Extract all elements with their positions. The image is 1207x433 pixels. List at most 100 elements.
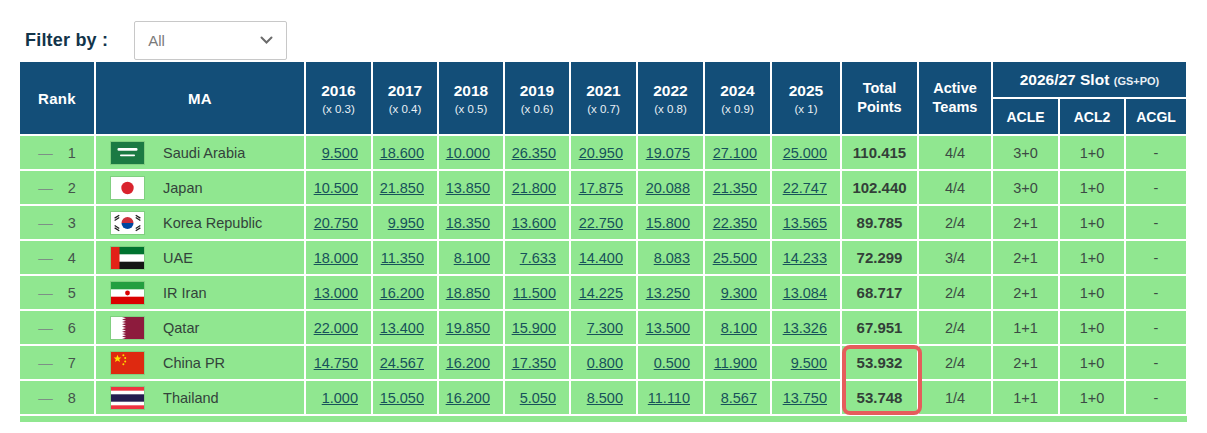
points-link[interactable]: 15.800 <box>646 215 690 231</box>
points-link[interactable]: 11.500 <box>513 285 556 301</box>
points-link[interactable]: 9.300 <box>721 285 757 301</box>
points-link[interactable]: 13.565 <box>783 215 827 231</box>
points-link[interactable]: 20.750 <box>314 215 358 231</box>
col-header-ma: MA <box>95 62 305 135</box>
points-link[interactable]: 8.100 <box>454 250 490 266</box>
acle-slot-cell: 1+1 <box>992 380 1059 415</box>
points-link[interactable]: 9.500 <box>791 355 827 371</box>
points-link[interactable]: 21.800 <box>512 180 556 196</box>
col-header-slot-group: 2026/27 Slot (GS+PO) <box>992 62 1187 98</box>
points-link[interactable]: 13.850 <box>446 180 490 196</box>
points-link[interactable]: 13.400 <box>380 320 424 336</box>
points-link[interactable]: 10.000 <box>446 145 490 161</box>
points-link[interactable]: 7.300 <box>587 320 623 336</box>
points-link[interactable]: 11.900 <box>714 355 757 371</box>
acl2-slot-cell: 1+0 <box>1059 275 1125 310</box>
filter-dropdown[interactable]: All <box>134 21 287 60</box>
points-link[interactable]: 16.200 <box>380 285 424 301</box>
flag-thailand-icon <box>111 387 144 409</box>
points-link[interactable]: 22.350 <box>713 215 757 231</box>
points-link[interactable]: 8.567 <box>721 390 757 406</box>
country-name: China PR <box>163 355 225 371</box>
points-link[interactable]: 21.850 <box>380 180 424 196</box>
points-link[interactable]: 17.350 <box>512 355 556 371</box>
points-link[interactable]: 8.100 <box>721 320 757 336</box>
points-link[interactable]: 18.600 <box>380 145 424 161</box>
table-row: —2 Japan 10.500 21.850 13.850 21.800 17.… <box>20 170 1187 205</box>
total-points-cell: 110.415 <box>841 135 918 170</box>
acgl-slot-cell: - <box>1125 205 1187 240</box>
points-link[interactable]: 13.600 <box>512 215 556 231</box>
table-row: —6 Qatar 22.000 13.400 19.850 15.900 7.3… <box>20 310 1187 345</box>
points-link[interactable]: 7.633 <box>520 250 556 266</box>
points-link[interactable]: 15.050 <box>380 390 424 406</box>
active-teams-cell: 1/4 <box>918 380 992 415</box>
points-link[interactable]: 20.088 <box>646 180 690 196</box>
points-link[interactable]: 11.110 <box>648 390 690 406</box>
points-link[interactable]: 14.233 <box>783 250 827 266</box>
chevron-down-icon <box>260 36 273 45</box>
country-cell: Saudi Arabia <box>95 135 305 170</box>
col-header-2025: 2025(x 1) <box>771 62 841 135</box>
points-link[interactable]: 19.075 <box>646 145 690 161</box>
acgl-slot-cell: - <box>1125 135 1187 170</box>
acl2-slot-cell: 1+0 <box>1059 135 1125 170</box>
points-link[interactable]: 13.750 <box>783 390 827 406</box>
points-link[interactable]: 25.000 <box>783 145 827 161</box>
points-link[interactable]: 17.875 <box>579 180 623 196</box>
active-teams-cell: 4/4 <box>918 170 992 205</box>
points-link[interactable]: 18.350 <box>446 215 490 231</box>
points-link[interactable]: 1.000 <box>322 390 358 406</box>
total-points-cell: 67.951 <box>841 310 918 345</box>
points-link[interactable]: 25.500 <box>713 250 757 266</box>
table-row: —3 Korea Republic 20.750 9.950 18.350 13… <box>20 205 1187 240</box>
country-cell: UAE <box>95 240 305 275</box>
points-link[interactable]: 13.084 <box>783 285 827 301</box>
points-link[interactable]: 18.850 <box>446 285 490 301</box>
flag-ir-iran-icon <box>111 282 144 304</box>
points-link[interactable]: 8.500 <box>587 390 623 406</box>
points-link[interactable]: 14.225 <box>579 285 623 301</box>
country-name: Korea Republic <box>163 215 262 231</box>
points-link[interactable]: 0.800 <box>587 355 623 371</box>
points-link[interactable]: 24.567 <box>380 355 424 371</box>
col-header-2021: 2021(x 0.7) <box>570 62 637 135</box>
points-link[interactable]: 9.500 <box>322 145 358 161</box>
acle-slot-cell: 3+0 <box>992 135 1059 170</box>
points-link[interactable]: 19.850 <box>446 320 490 336</box>
points-link[interactable]: 15.900 <box>512 320 556 336</box>
points-link[interactable]: 13.250 <box>646 285 690 301</box>
points-link[interactable]: 22.000 <box>314 320 358 336</box>
points-link[interactable]: 22.750 <box>579 215 623 231</box>
points-link[interactable]: 22.747 <box>783 180 827 196</box>
points-link[interactable]: 13.500 <box>646 320 690 336</box>
points-link[interactable]: 13.326 <box>783 320 827 336</box>
active-teams-cell: 2/4 <box>918 205 992 240</box>
points-link[interactable]: 16.200 <box>446 355 490 371</box>
points-link[interactable]: 26.350 <box>512 145 556 161</box>
col-header-2017: 2017(x 0.4) <box>372 62 438 135</box>
points-link[interactable]: 11.350 <box>381 250 424 266</box>
points-link[interactable]: 9.950 <box>388 215 424 231</box>
points-link[interactable]: 14.750 <box>314 355 358 371</box>
points-link[interactable]: 10.500 <box>314 180 358 196</box>
points-link[interactable]: 13.000 <box>314 285 358 301</box>
rank-cell: —1 <box>20 135 95 170</box>
points-link[interactable]: 0.500 <box>654 355 690 371</box>
country-name: UAE <box>163 250 193 266</box>
points-link[interactable]: 14.400 <box>579 250 623 266</box>
acl2-slot-cell: 1+0 <box>1059 240 1125 275</box>
points-link[interactable]: 16.200 <box>446 390 490 406</box>
points-link[interactable]: 8.083 <box>654 250 690 266</box>
filter-bar: Filter by : All <box>0 0 1207 62</box>
points-link[interactable]: 27.100 <box>713 145 757 161</box>
points-link[interactable]: 5.050 <box>520 390 556 406</box>
points-link[interactable]: 21.350 <box>713 180 757 196</box>
rank-cell: —6 <box>20 310 95 345</box>
points-link[interactable]: 18.000 <box>314 250 358 266</box>
active-teams-cell: 2/4 <box>918 310 992 345</box>
points-link[interactable]: 20.950 <box>579 145 623 161</box>
acle-slot-cell: 3+0 <box>992 170 1059 205</box>
rank-cell: —2 <box>20 170 95 205</box>
col-header-2016: 2016(x 0.3) <box>305 62 372 135</box>
